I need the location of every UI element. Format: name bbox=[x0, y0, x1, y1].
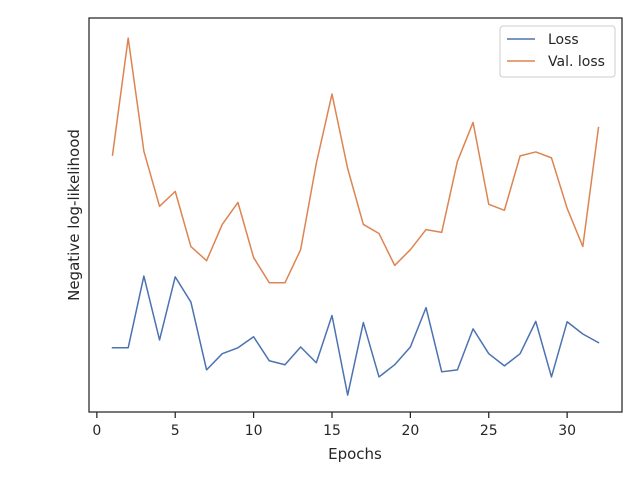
legend-label-loss: Loss bbox=[548, 32, 579, 48]
x-tick-label: 30 bbox=[558, 423, 576, 439]
plot-frame bbox=[88, 17, 623, 413]
series-line-loss bbox=[111, 275, 600, 396]
x-axis-ticks: 0 5 10 15 20 25 30 bbox=[92, 412, 576, 439]
x-tick-label: 0 bbox=[92, 423, 101, 439]
y-axis-label: Negative log-likelihood bbox=[65, 129, 83, 301]
x-tick-label: 5 bbox=[171, 423, 180, 439]
x-tick-label: 20 bbox=[401, 423, 419, 439]
legend-label-val-loss: Val. loss bbox=[548, 54, 605, 70]
series-line-val-loss bbox=[111, 37, 600, 284]
x-axis-label: Epochs bbox=[328, 445, 382, 463]
x-tick-label: 25 bbox=[480, 423, 498, 439]
x-tick-label: 15 bbox=[323, 423, 341, 439]
plot-lines bbox=[111, 37, 600, 396]
legend: Loss Val. loss bbox=[499, 25, 616, 78]
x-tick-label: 10 bbox=[245, 423, 263, 439]
